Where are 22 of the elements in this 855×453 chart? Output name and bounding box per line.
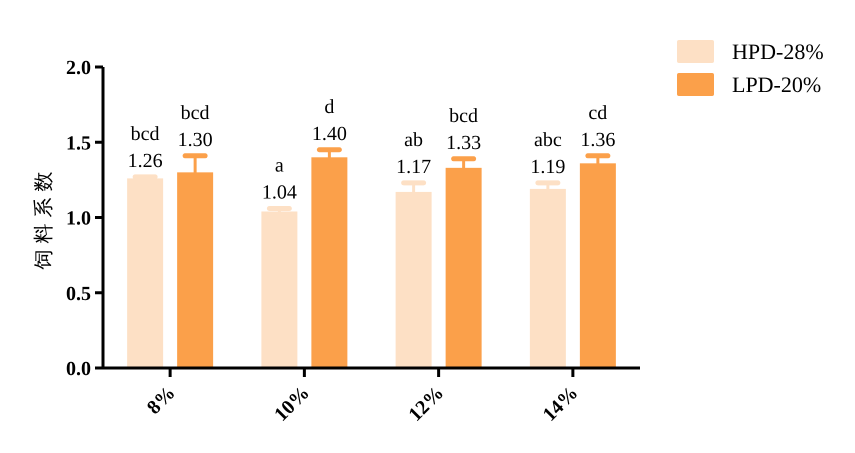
data-label: bcd 1.26 [128,122,163,172]
data-label: ab 1.17 [396,128,432,178]
y-tick-label: 1.0 [66,208,91,230]
y-tick-label: 2.0 [66,57,91,79]
data-label: cd 1.36 [580,102,616,151]
data-label: a 1.04 [262,154,297,204]
data-label: bcd 1.30 [178,102,213,151]
y-tick-label: 0.0 [66,358,91,380]
x-tick-label: 10% [270,382,314,426]
data-label: bcd 1.33 [446,104,482,154]
data-label: abc 1.19 [530,128,566,178]
x-tick-label: 14% [538,382,582,426]
y-tick-label: 0.5 [66,282,91,305]
legend-label: HPD-28% [732,39,824,64]
bar [127,178,164,368]
x-tick-label: 12% [404,382,448,426]
legend-label: LPD-20% [732,72,822,97]
x-tick-label: 8% [142,382,180,419]
y-tick-label: 1.5 [66,132,91,154]
data-label: d 1.40 [312,96,347,145]
bar [530,188,566,368]
y-axis-title: 饲料系数 [33,166,55,270]
